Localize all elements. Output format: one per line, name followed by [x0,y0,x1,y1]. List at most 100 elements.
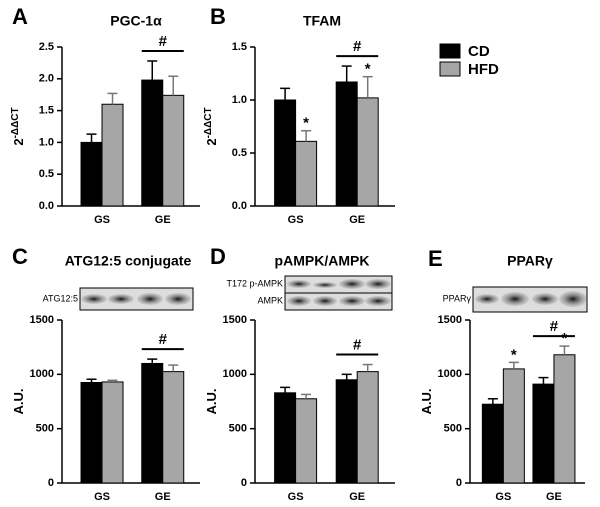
error-bar [168,364,179,372]
blot-e [472,286,588,313]
y-tick-label: 0.0 [39,200,54,212]
error-bar [107,92,118,105]
y-tick-label: 0.0 [232,200,247,212]
bar [80,381,103,484]
y-tick-label: 0.5 [232,147,247,159]
bar [335,379,358,484]
y-tick-label: 1000 [438,368,462,380]
error-bar [301,129,312,142]
error-bar [559,345,570,355]
blot-label: ATG12:5 [43,293,78,303]
significance-marker: * [562,330,568,347]
bar [532,383,555,484]
error-bar [362,363,373,372]
y-tick-label: 1000 [30,368,54,380]
x-tick-label: GE [546,491,562,503]
y-axis-label-base: A.U. [11,389,26,415]
significance-marker: * [303,115,309,132]
error-bar [538,376,549,385]
error-bar [280,386,291,393]
error-bar [86,133,97,143]
legend-swatch [439,43,461,59]
blot-d [284,275,393,311]
bar [141,362,164,484]
y-axis-label-base: 2 [11,138,26,145]
significance-marker: * [365,61,371,78]
blot-label: PPARγ [443,293,472,303]
panel-letter: E [428,246,443,271]
panel-letter: C [12,244,28,269]
error-bar [147,60,158,81]
y-axis-label-base: 2 [204,138,219,145]
bar [80,141,103,207]
annotation: # [159,33,168,50]
bar [295,398,318,484]
error-bar [508,361,519,369]
bar [295,140,318,207]
blot-label: AMPK [257,295,283,305]
y-tick-label: 2.0 [39,73,54,85]
bar [502,368,525,484]
legend-label: CD [468,43,490,60]
y-tick-label: 1.0 [39,136,54,148]
annotation: # [353,337,362,354]
y-tick-label: 2.5 [39,41,54,53]
blot-label: T172 p-AMPK [226,278,283,288]
error-bar [107,379,118,382]
y-tick-label: 0 [48,477,54,489]
x-tick-label: GS [288,214,304,226]
error-bar [86,378,97,383]
chart-title: PPARγ [507,253,553,269]
y-tick-label: 500 [36,423,54,435]
error-bar [147,358,158,364]
x-tick-label: GS [94,214,110,226]
y-tick-label: 0.5 [39,168,54,180]
chart-title: pAMPK/AMPK [275,253,370,269]
bar [356,97,379,207]
x-tick-label: GE [155,214,171,226]
y-axis-label: 2-ΔΔCT [10,107,27,145]
bar [481,403,504,484]
bar [162,94,185,207]
error-bar [301,393,312,399]
bar [274,99,297,207]
x-tick-label: GS [94,491,110,503]
chart-title: PGC-1α [110,13,162,29]
y-axis-label: A.U. [204,389,219,415]
y-axis-label: A.U. [11,389,26,415]
y-tick-label: 0 [241,477,247,489]
panel-letter: A [12,4,28,29]
y-axis-label-superscript: -ΔΔCT [10,107,21,138]
y-tick-label: 1500 [438,314,462,326]
bar [274,392,297,484]
y-axis-label: A.U. [419,389,434,415]
panel-letter: B [210,4,226,29]
x-tick-label: GE [349,491,365,503]
chart-title: TFAM [303,13,341,29]
annotation: # [353,38,362,55]
y-axis-label-base: A.U. [204,389,219,415]
panel-letter: D [210,244,226,269]
y-tick-label: 500 [229,423,247,435]
bar [335,81,358,207]
y-axis-label-superscript: -ΔΔCT [203,107,214,138]
x-tick-label: GS [288,491,304,503]
y-tick-label: 500 [444,423,462,435]
error-bar [341,373,352,380]
x-tick-label: GS [495,491,511,503]
bar [356,371,379,484]
x-tick-label: GE [155,491,171,503]
y-axis-label-base: A.U. [419,389,434,415]
bar [162,371,185,484]
annotation: # [550,318,559,335]
legend-swatch [439,61,461,77]
y-tick-label: 1500 [30,314,54,326]
y-axis-label: 2-ΔΔCT [203,107,220,145]
bar [553,354,576,484]
error-bar [168,75,179,96]
y-tick-label: 1000 [223,368,247,380]
bar [141,79,164,207]
y-tick-label: 1.5 [39,105,54,117]
error-bar [280,87,291,100]
